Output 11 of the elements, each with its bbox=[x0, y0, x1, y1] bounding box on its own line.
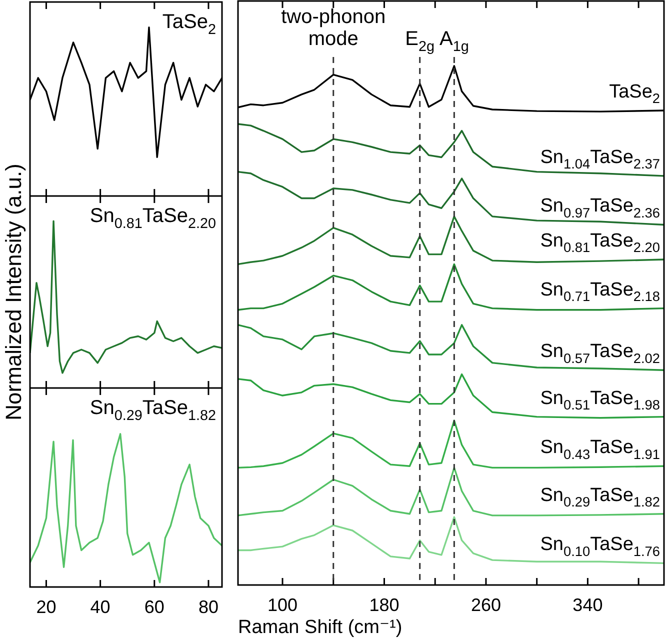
x-tick-label: 40 bbox=[90, 596, 110, 617]
x-axis-title: Raman Shift (cm⁻¹) bbox=[238, 616, 402, 638]
x-tick-label: 100 bbox=[267, 594, 298, 615]
x-tick-label: 340 bbox=[572, 594, 603, 615]
x-tick-label: 260 bbox=[470, 594, 501, 615]
y-axis-title: Normalized Intensity (a.u.) bbox=[0, 164, 27, 420]
x-tick-label: 20 bbox=[36, 596, 56, 617]
x-tick-label: 180 bbox=[369, 594, 400, 615]
ref-line-label: two-phonon mode bbox=[281, 6, 386, 50]
x-tick-label: 80 bbox=[198, 596, 218, 617]
x-tick-label: 60 bbox=[144, 596, 164, 617]
